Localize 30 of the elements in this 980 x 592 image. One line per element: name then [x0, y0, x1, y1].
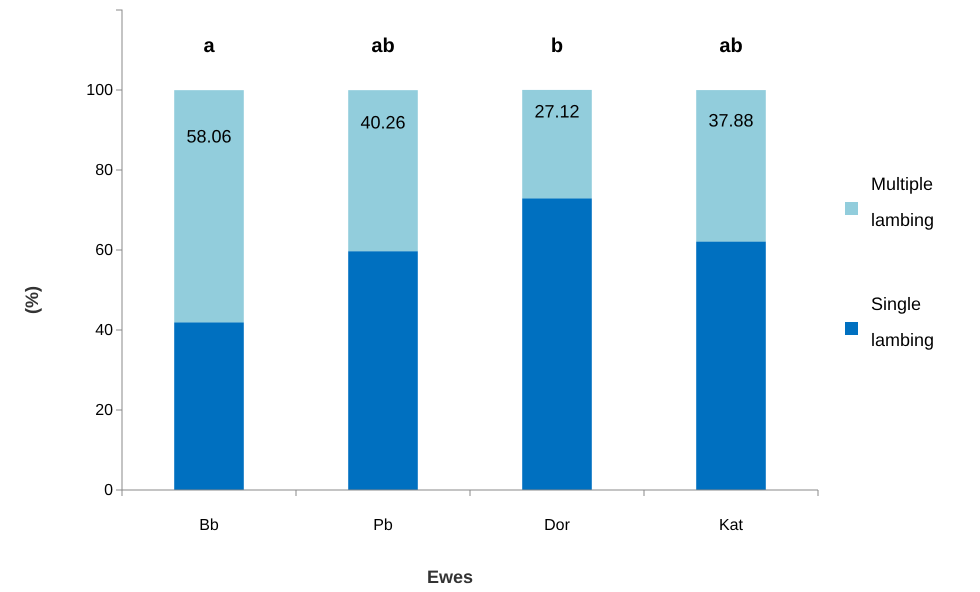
- y-tick-label: 40: [95, 322, 114, 340]
- y-tick-label: 60: [95, 242, 114, 260]
- bar: [174, 322, 244, 490]
- x-tick-label: Pb: [373, 517, 393, 534]
- x-axis-title: Ewes: [426, 567, 474, 587]
- bar: [348, 251, 418, 490]
- legend-label: Multiple lambing: [871, 174, 934, 230]
- x-tick-label: Dor: [544, 517, 571, 534]
- legend-label: Single lambing: [871, 294, 934, 350]
- data-label: 40.26: [360, 112, 406, 132]
- bar: [522, 90, 592, 198]
- x-tick-label: Bb: [199, 517, 219, 534]
- x-tick-label: Kat: [718, 517, 744, 534]
- data-label: 27.12: [534, 102, 580, 122]
- data-label: 58.06: [186, 126, 232, 147]
- bar: [696, 90, 766, 242]
- y-axis-title: (%): [22, 286, 42, 314]
- y-tick-label: 20: [95, 402, 114, 420]
- bar: [696, 242, 766, 490]
- y-tick-label: 80: [95, 162, 114, 180]
- y-tick-label: 0: [104, 482, 114, 500]
- annotation: b: [550, 35, 564, 57]
- annotation: ab: [371, 35, 395, 57]
- bar: [174, 90, 244, 322]
- y-tick-label: 100: [86, 82, 114, 100]
- data-label: 37.88: [708, 110, 754, 130]
- annotation: ab: [719, 35, 743, 57]
- bar: [522, 198, 592, 490]
- annotation: a: [203, 35, 216, 57]
- bar: [348, 90, 418, 252]
